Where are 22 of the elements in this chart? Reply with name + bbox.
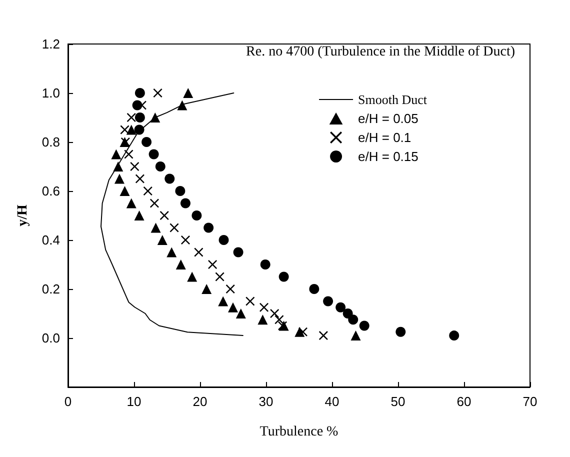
legend-label: Smooth Duct [358, 92, 428, 107]
y-tick-label: 0.2 [42, 282, 60, 296]
chart-title: Re. no 4700 (Turbulence in the Middle of Duct) [246, 44, 516, 60]
x-tick-label: 30 [258, 394, 274, 409]
legend-label: e/H = 0.05 [358, 111, 418, 126]
x-axis-title: Turbulence % [260, 424, 339, 440]
x-tick-label: 50 [390, 394, 406, 409]
y-tick-label: 1.0 [42, 86, 60, 100]
y-tick-label: 0.4 [42, 232, 60, 248]
x-tick-label: 40 [324, 394, 340, 409]
y-tick-label: 1.2 [42, 36, 60, 52]
y-tick-label: 0.0 [42, 330, 60, 346]
legend-label: e/H = 0.15 [358, 149, 418, 164]
y-axis-title: y/H [16, 204, 30, 226]
legend-label: e/H = 0.1 [358, 130, 412, 145]
x-tick-label: 60 [456, 394, 472, 409]
y-tick-label: 0.8 [42, 134, 60, 150]
x-tick-label: 10 [126, 394, 142, 409]
y-tick-label: 0.6 [42, 184, 60, 198]
x-tick-label: 70 [522, 394, 538, 409]
x-tick-label: 0 [64, 394, 72, 409]
x-tick-label: 20 [192, 394, 208, 409]
